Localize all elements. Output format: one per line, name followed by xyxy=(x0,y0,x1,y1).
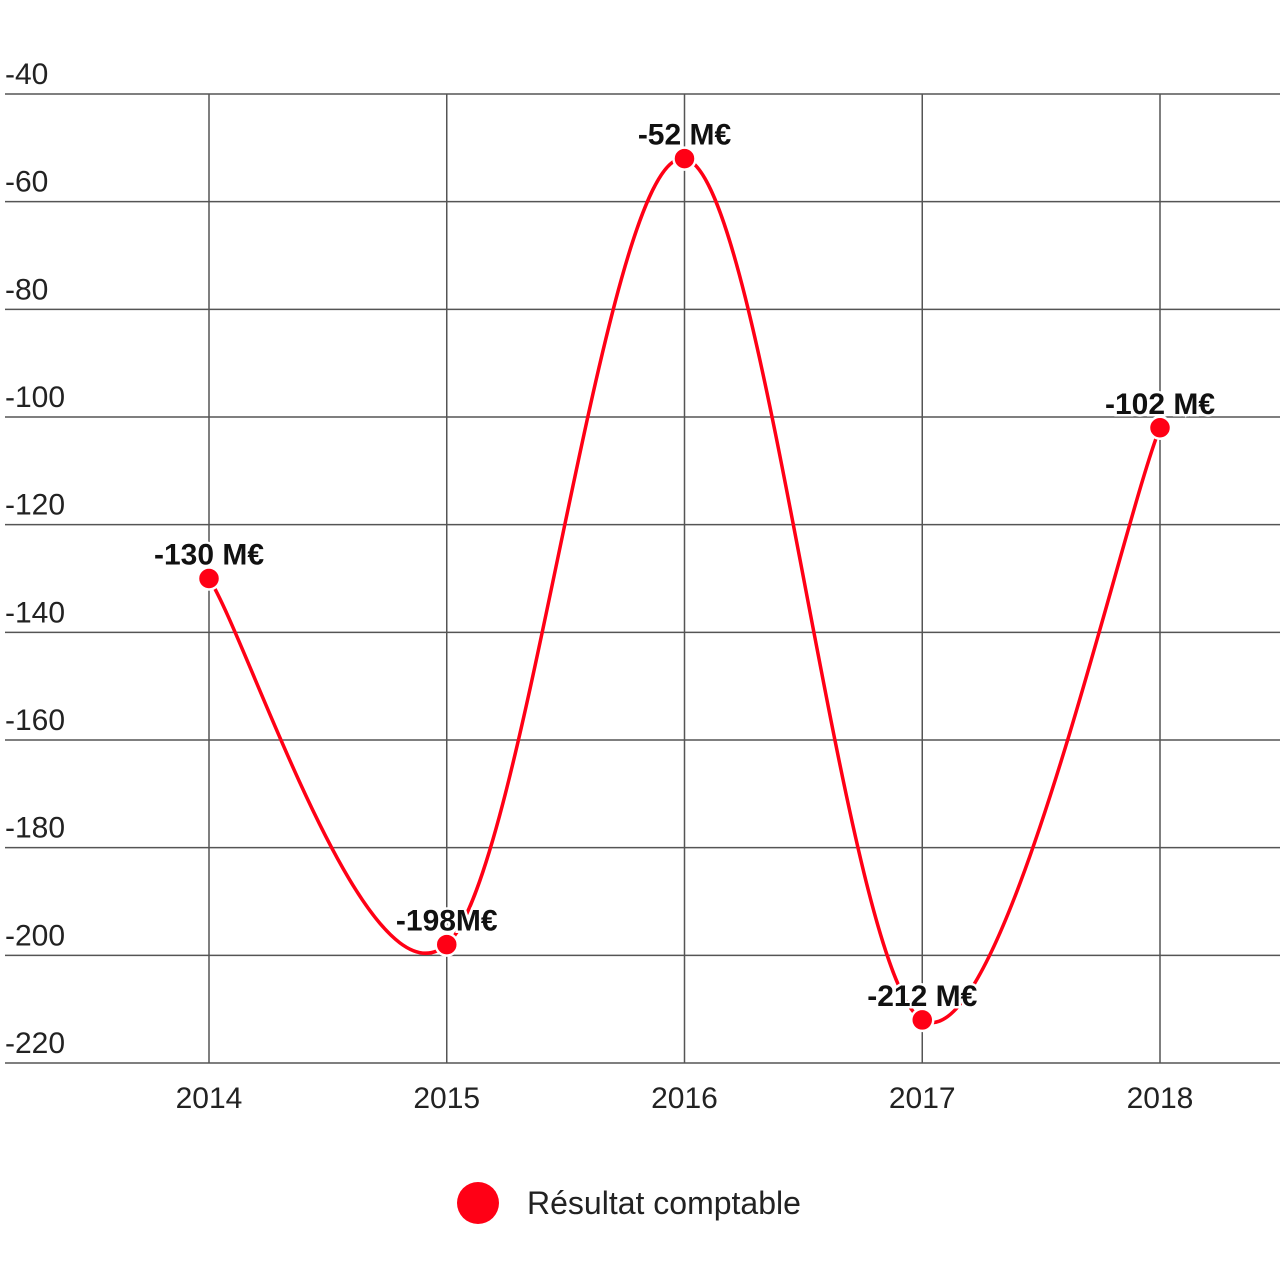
data-point[interactable] xyxy=(910,1007,935,1033)
data-point[interactable] xyxy=(1147,415,1173,441)
data-label: -212 M€ xyxy=(867,980,977,1013)
legend-marker xyxy=(457,1182,499,1224)
data-point[interactable] xyxy=(672,146,697,171)
data-label: -102 M€ xyxy=(1105,388,1215,421)
series-line-resultat-comptable xyxy=(207,156,1162,1025)
y-tick-label: -120 xyxy=(5,489,65,522)
legend[interactable]: Résultat comptable xyxy=(457,1182,801,1224)
data-label: -52 M€ xyxy=(638,119,732,152)
y-tick-label: -180 xyxy=(5,812,65,845)
y-tick-label: -80 xyxy=(5,273,48,306)
data-point[interactable] xyxy=(196,566,222,591)
x-tick-label: 2014 xyxy=(176,1082,243,1115)
x-tick-label: 2016 xyxy=(651,1082,718,1115)
y-axis: -40 -60 -80 -100 -120 -140 -160 -180 -200 -220 xyxy=(5,58,65,1060)
y-tick-label: -140 xyxy=(5,596,65,629)
x-tick-label: 2015 xyxy=(413,1082,480,1115)
data-labels: -130 M€ -198M€ -52 M€ -212 M€ -102 M€ xyxy=(151,116,1217,1015)
y-tick-label: -60 xyxy=(5,166,48,199)
x-axis: 2014 2015 2016 2017 2018 xyxy=(176,1082,1194,1115)
legend-label: Résultat comptable xyxy=(527,1185,801,1221)
x-tick-label: 2017 xyxy=(889,1082,956,1115)
data-label: -130 M€ xyxy=(154,539,264,572)
y-tick-label: -200 xyxy=(5,919,65,952)
y-tick-label: -100 xyxy=(5,381,65,414)
data-label: -198M€ xyxy=(396,905,498,938)
x-tick-label: 2018 xyxy=(1127,1082,1194,1115)
data-point[interactable] xyxy=(434,932,459,957)
data-points xyxy=(196,146,1173,1033)
y-tick-label: -40 xyxy=(5,58,48,91)
y-tick-label: -220 xyxy=(5,1027,65,1060)
grid xyxy=(5,93,1280,1064)
y-tick-label: -160 xyxy=(5,704,65,737)
